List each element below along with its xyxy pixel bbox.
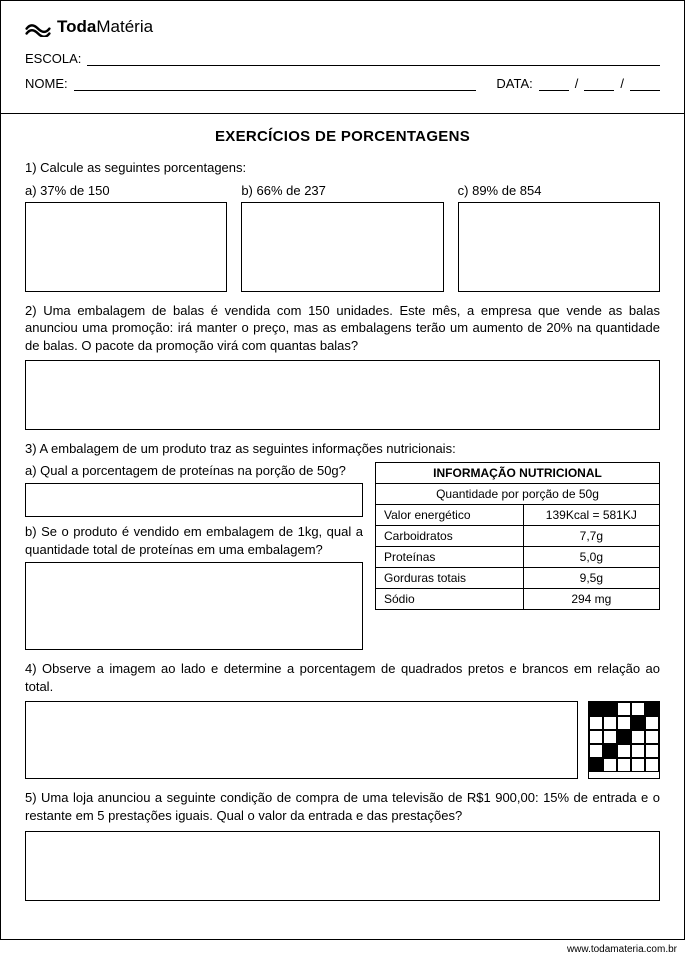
q1-prompt: 1) Calcule as seguintes porcentagens: <box>25 159 660 177</box>
brand-logo: TodaMatéria <box>25 17 660 37</box>
q3-left: a) Qual a porcentagem de proteínas na po… <box>25 462 363 651</box>
nome-label: NOME: <box>25 76 68 91</box>
grid-cell-white <box>645 730 659 744</box>
grid-cell-black <box>645 702 659 716</box>
grid-cell-white <box>645 744 659 758</box>
escola-input-line[interactable] <box>87 52 660 66</box>
grid-cell-white <box>589 744 603 758</box>
grid-cell-white <box>603 730 617 744</box>
nutri-title: INFORMAÇÃO NUTRICIONAL <box>376 462 660 483</box>
table-row: Gorduras totais9,5g <box>376 567 660 588</box>
grid-cell-white <box>617 744 631 758</box>
content: EXERCÍCIOS DE PORCENTAGENS 1) Calcule as… <box>1 114 684 917</box>
grid-cell-white <box>617 758 631 772</box>
q1-label-b: b) 66% de 237 <box>241 183 443 198</box>
worksheet-page: TodaMatéria ESCOLA: NOME: DATA: / / EXER… <box>0 0 685 940</box>
brand-icon <box>25 17 51 37</box>
grid-cell-black <box>603 702 617 716</box>
grid-cell-white <box>645 716 659 730</box>
grid-cell-black <box>603 744 617 758</box>
q2-prompt: 2) Uma embalagem de balas é vendida com … <box>25 302 660 355</box>
nome-input-line[interactable] <box>74 77 477 91</box>
q1-col-b: b) 66% de 237 <box>241 183 443 292</box>
q4-prompt: 4) Observe a imagem ao lado e determine … <box>25 660 660 695</box>
grid-cell-white <box>631 702 645 716</box>
grid-cell-white <box>617 716 631 730</box>
q1-col-c: c) 89% de 854 <box>458 183 660 292</box>
grid-cell-white <box>617 702 631 716</box>
grid-cell-black <box>631 716 645 730</box>
header: TodaMatéria ESCOLA: NOME: DATA: / / <box>1 1 684 114</box>
q1-label-a: a) 37% de 150 <box>25 183 227 198</box>
date-sep-2: / <box>620 76 624 91</box>
grid-cell-white <box>631 744 645 758</box>
grid-cell-white <box>645 758 659 772</box>
q3a-label: a) Qual a porcentagem de proteínas na po… <box>25 462 363 480</box>
q3-prompt: 3) A embalagem de um produto traz as seg… <box>25 440 660 458</box>
data-year-line[interactable] <box>630 77 660 91</box>
q4-answer-box[interactable] <box>25 701 578 779</box>
grid-cell-white <box>589 730 603 744</box>
escola-label: ESCOLA: <box>25 51 81 66</box>
q1-col-a: a) 37% de 150 <box>25 183 227 292</box>
q4-grid <box>588 701 660 779</box>
data-day-line[interactable] <box>539 77 569 91</box>
nome-data-row: NOME: DATA: / / <box>25 76 660 91</box>
q3-wrap: a) Qual a porcentagem de proteínas na po… <box>25 462 660 651</box>
escola-row: ESCOLA: <box>25 51 660 66</box>
brand-text: TodaMatéria <box>57 17 153 37</box>
date-sep-1: / <box>575 76 579 91</box>
grid-cell-white <box>589 716 603 730</box>
table-row: Valor energético139Kcal = 581KJ <box>376 504 660 525</box>
page-title: EXERCÍCIOS DE PORCENTAGENS <box>25 128 660 145</box>
q1-label-c: c) 89% de 854 <box>458 183 660 198</box>
table-row: Carboidratos7,7g <box>376 525 660 546</box>
q1-row: a) 37% de 150 b) 66% de 237 c) 89% de 85… <box>25 183 660 292</box>
nutri-subtitle: Quantidade por porção de 50g <box>376 483 660 504</box>
data-label: DATA: <box>496 76 532 91</box>
q3-right: INFORMAÇÃO NUTRICIONAL Quantidade por po… <box>375 462 660 651</box>
q1-answer-box-b[interactable] <box>241 202 443 292</box>
grid-cell-black <box>589 702 603 716</box>
q2-answer-box[interactable] <box>25 360 660 430</box>
grid-cell-white <box>631 730 645 744</box>
q3b-answer-box[interactable] <box>25 562 363 650</box>
grid-cell-white <box>631 758 645 772</box>
q3a-answer-box[interactable] <box>25 483 363 517</box>
grid-cell-white <box>603 758 617 772</box>
table-row: Sódio294 mg <box>376 588 660 609</box>
data-month-line[interactable] <box>584 77 614 91</box>
nutrition-table: INFORMAÇÃO NUTRICIONAL Quantidade por po… <box>375 462 660 610</box>
q3b-label: b) Se o produto é vendido em embalagem d… <box>25 523 363 558</box>
table-row: Proteínas5,0g <box>376 546 660 567</box>
grid-cell-black <box>617 730 631 744</box>
q5-answer-box[interactable] <box>25 831 660 901</box>
q1-answer-box-a[interactable] <box>25 202 227 292</box>
q1-answer-box-c[interactable] <box>458 202 660 292</box>
footer-url: www.todamateria.com.br <box>0 940 685 955</box>
q5-prompt: 5) Uma loja anunciou a seguinte condição… <box>25 789 660 824</box>
grid-cell-black <box>589 758 603 772</box>
q4-row <box>25 701 660 779</box>
grid-cell-white <box>603 716 617 730</box>
